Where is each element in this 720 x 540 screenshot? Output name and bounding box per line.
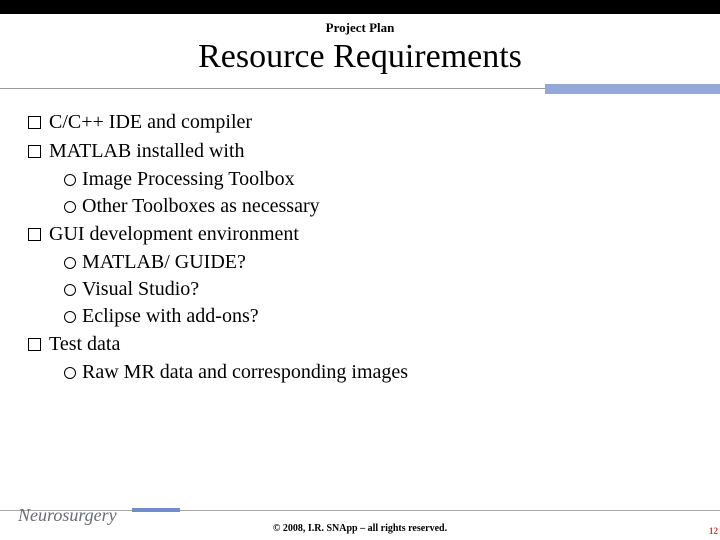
circle-bullet-icon — [64, 174, 76, 186]
list-item: GUI development environment — [20, 220, 700, 249]
list-subitem: Raw MR data and corresponding images — [20, 359, 700, 386]
content-area: C/C++ IDE and compiler MATLAB installed … — [0, 94, 720, 386]
item-text: MATLAB installed with — [49, 140, 245, 163]
list-subitem: Visual Studio? — [20, 276, 700, 303]
circle-bullet-icon — [64, 367, 76, 379]
list-subitem: Other Toolboxes as necessary — [20, 193, 700, 220]
item-text: Image Processing Toolbox — [82, 168, 295, 191]
title-rule — [0, 84, 720, 94]
list-subitem: Image Processing Toolbox — [20, 166, 700, 193]
item-text: Visual Studio? — [82, 278, 199, 301]
circle-bullet-icon — [64, 201, 76, 213]
item-text: GUI development environment — [49, 223, 299, 246]
circle-bullet-icon — [64, 311, 76, 323]
slide-title: Resource Requirements — [0, 38, 720, 84]
square-bullet-icon — [28, 228, 41, 241]
list-subitem: MATLAB/ GUIDE? — [20, 249, 700, 276]
page-number: 12 — [709, 526, 718, 536]
circle-bullet-icon — [64, 284, 76, 296]
list-item: Test data — [20, 330, 700, 359]
list-subitem: Eclipse with add-ons? — [20, 303, 700, 330]
footer: Neurosurgery © 2008, I.R. SNApp – all ri… — [0, 502, 720, 540]
item-text: Test data — [49, 333, 120, 356]
item-text: C/C++ IDE and compiler — [49, 111, 252, 134]
square-bullet-icon — [28, 116, 41, 129]
square-bullet-icon — [28, 338, 41, 351]
square-bullet-icon — [28, 145, 41, 158]
item-text: Other Toolboxes as necessary — [82, 195, 320, 218]
circle-bullet-icon — [64, 257, 76, 269]
item-text: MATLAB/ GUIDE? — [82, 251, 246, 274]
copyright-text: © 2008, I.R. SNApp – all rights reserved… — [0, 523, 720, 534]
list-item: C/C++ IDE and compiler — [20, 108, 700, 137]
item-text: Eclipse with add-ons? — [82, 305, 259, 328]
footer-accent — [132, 508, 180, 512]
list-item: MATLAB installed with — [20, 137, 700, 166]
rule-accent — [545, 84, 720, 94]
section-label: Project Plan — [0, 14, 720, 38]
item-text: Raw MR data and corresponding images — [82, 361, 408, 384]
header-bar — [0, 0, 720, 14]
